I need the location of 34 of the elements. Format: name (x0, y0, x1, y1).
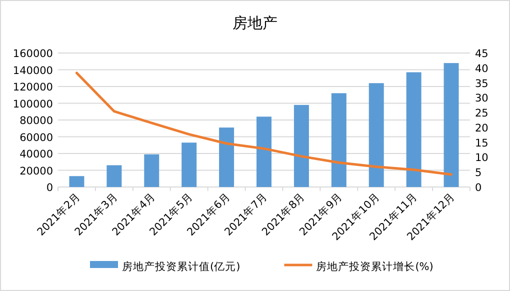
bar (294, 104, 309, 187)
y-tick-label: 60000 (20, 132, 53, 144)
y-tick-label: 0 (46, 182, 53, 194)
legend-label: 房地产投资累计值(亿元) (122, 260, 240, 273)
bar (444, 63, 459, 187)
y2-tick-label: 40 (475, 62, 488, 75)
y2-tick-label: 25 (475, 108, 488, 120)
bar (219, 128, 234, 187)
y-tick-label: 20000 (20, 165, 53, 178)
y2-tick-label: 35 (475, 78, 488, 90)
y2-tick-label: 5 (475, 167, 482, 180)
y-tick-label: 160000 (12, 48, 53, 60)
y2-tick-label: 20 (475, 122, 488, 134)
y-tick-label: 80000 (20, 115, 53, 127)
y-tick-label: 100000 (12, 98, 53, 110)
bar (182, 142, 197, 187)
line-series (75, 72, 453, 176)
bar (69, 176, 84, 187)
y2-tick-label: 0 (475, 182, 482, 194)
bar (331, 93, 346, 187)
y2-tick-label: 10 (475, 152, 488, 164)
legend-label: 房地产投资累计增长(%) (316, 260, 434, 273)
y-tick-label: 120000 (12, 82, 53, 94)
y-tick-label: 40000 (20, 148, 53, 160)
bar (406, 72, 422, 187)
y2-tick-label: 45 (475, 48, 488, 60)
y-tick-label: 140000 (12, 64, 53, 77)
bar (106, 165, 122, 187)
y2-tick-label: 30 (475, 92, 488, 105)
bar (256, 116, 272, 187)
y2-tick-label: 15 (475, 137, 488, 150)
bar (144, 154, 160, 187)
bar (368, 83, 384, 187)
chart-title: 房地产 (232, 14, 278, 32)
